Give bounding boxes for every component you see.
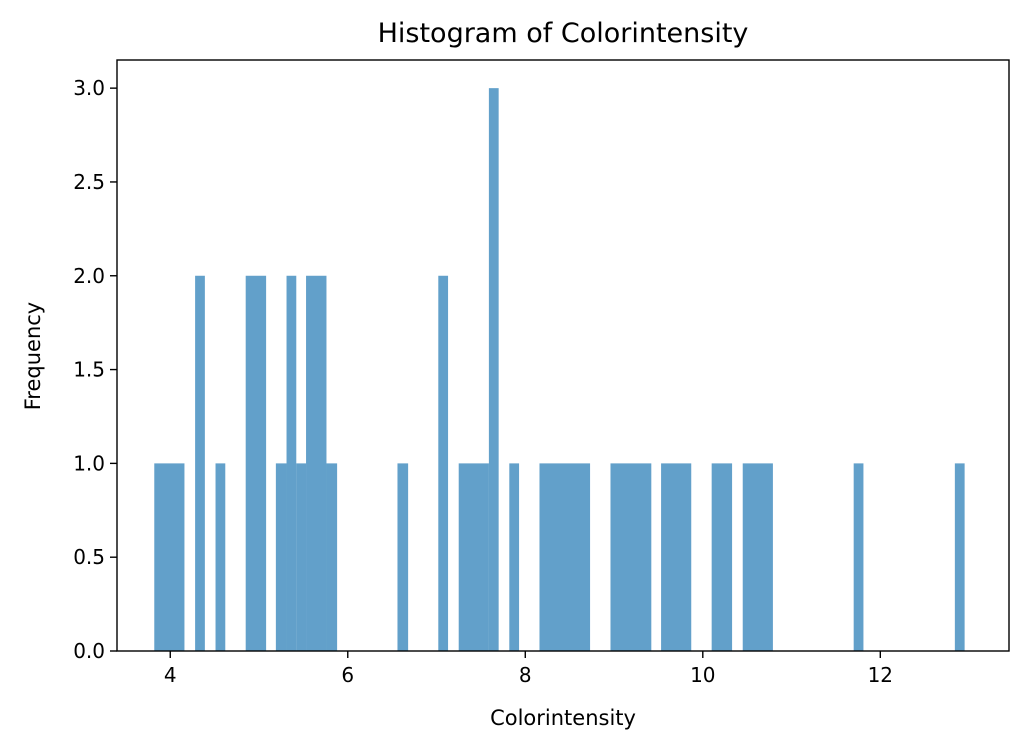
histogram-bar-20 (954, 463, 965, 651)
x-axis-label: Colorintensity (490, 706, 636, 730)
x-tick-label: 8 (519, 663, 532, 687)
chart-title: Histogram of Colorintensity (378, 18, 749, 49)
histogram-bar-4 (275, 463, 287, 651)
y-tick-label: 0.0 (73, 639, 105, 663)
histogram-bar-19 (853, 463, 864, 651)
histogram-bar-7 (306, 275, 327, 651)
histogram-bar-8 (326, 463, 338, 651)
y-tick-label: 2.5 (73, 170, 105, 194)
histogram-bar-6 (296, 463, 307, 651)
histogram-bar-14 (539, 463, 591, 651)
histogram-bar-16 (661, 463, 692, 651)
histogram-bar-13 (509, 463, 520, 651)
y-axis-label: Frequency (21, 302, 45, 411)
y-tick-label: 0.5 (73, 545, 105, 569)
histogram-bar-17 (711, 463, 733, 651)
histogram-bar-2 (215, 463, 226, 651)
x-tick-label: 12 (868, 663, 893, 687)
histogram-bar-12 (488, 88, 499, 651)
histogram-bar-10 (438, 275, 449, 651)
x-tick-label: 10 (690, 663, 715, 687)
histogram-bar-3 (245, 275, 267, 651)
bar-series (154, 88, 965, 651)
histogram-bar-9 (397, 463, 409, 651)
y-tick-label: 1.5 (73, 358, 105, 382)
y-tick-label: 1.0 (73, 451, 105, 475)
x-axis-ticks: 4 6 8 10 12 (164, 651, 893, 687)
y-tick-label: 2.0 (73, 264, 105, 288)
x-tick-label: 6 (341, 663, 354, 687)
histogram-bar-5 (286, 275, 297, 651)
plot-frame (116, 59, 1010, 652)
y-axis-ticks: 0.0 0.5 1.0 1.5 2.0 2.5 3.0 (73, 76, 117, 663)
histogram-bar-15 (610, 463, 652, 651)
y-tick-label: 3.0 (73, 76, 105, 100)
histogram-bar-18 (742, 463, 773, 651)
histogram-bar-1 (195, 275, 205, 651)
x-tick-label: 4 (164, 663, 177, 687)
histogram-bar-11 (458, 463, 489, 651)
histogram-bar-0 (154, 463, 185, 651)
